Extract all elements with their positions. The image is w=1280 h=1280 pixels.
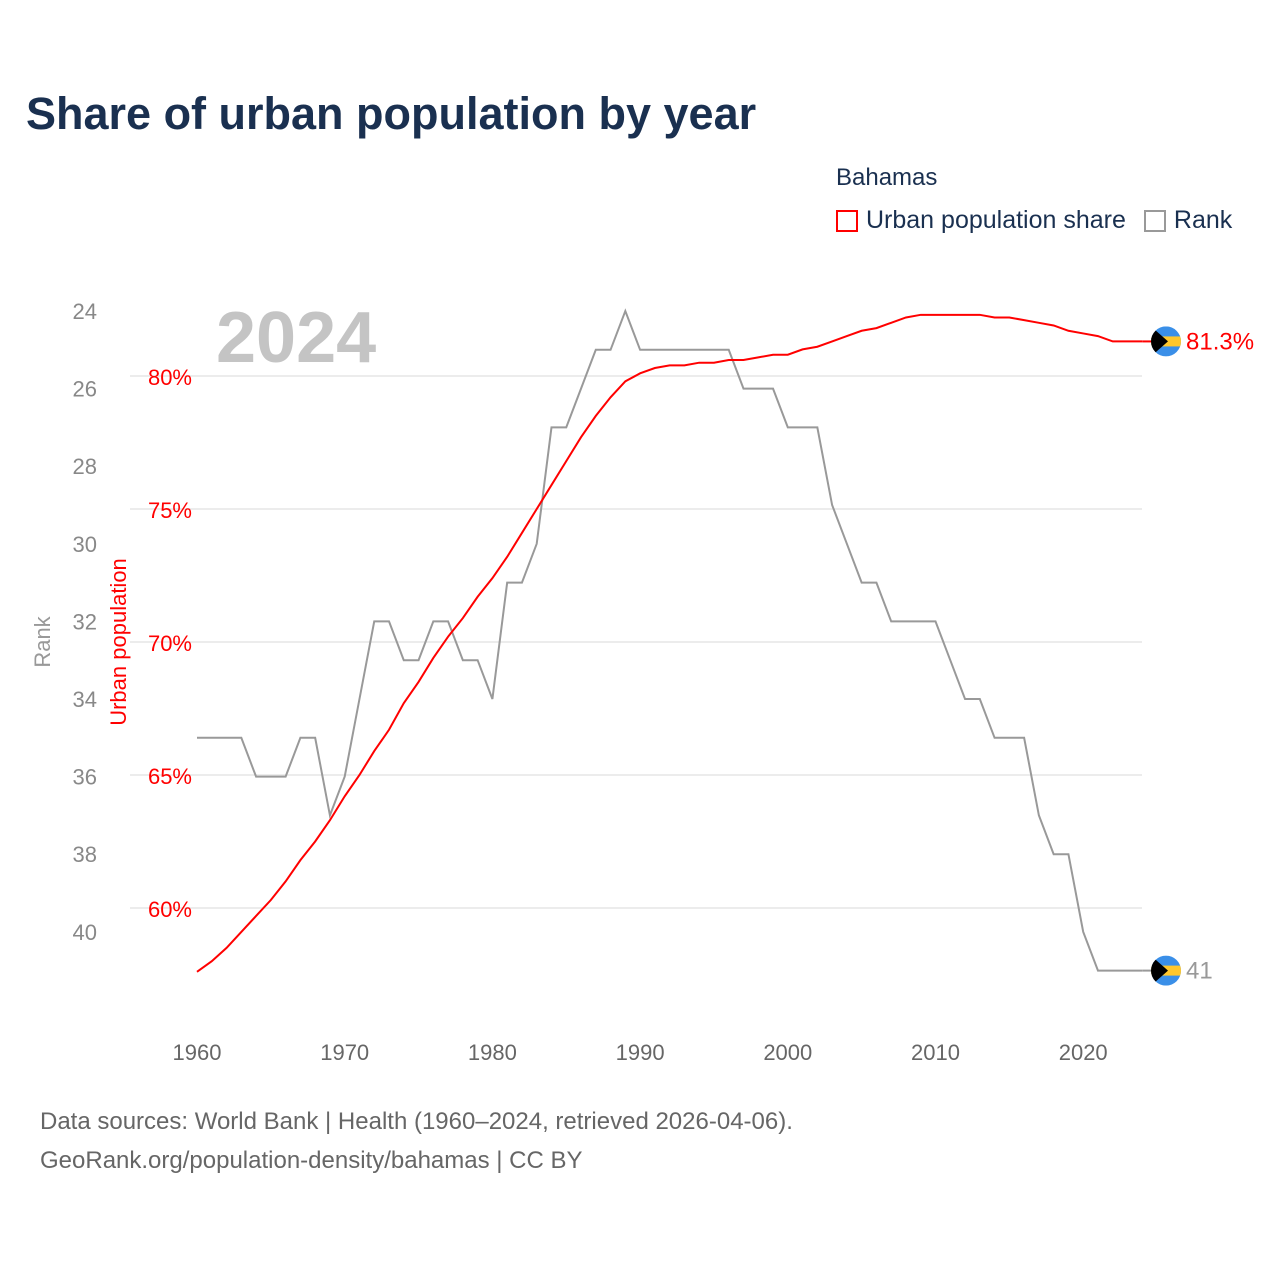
rank-tick-label: 36: [73, 765, 97, 790]
footer-url: GeoRank.org/population-density/bahamas |…: [40, 1147, 583, 1174]
rank-tick-label: 24: [73, 299, 97, 324]
year-watermark: 2024: [216, 298, 376, 378]
bahamas-flag-icon: [1151, 326, 1181, 357]
chart-title: Share of urban population by year: [26, 88, 757, 139]
x-tick-label: 2020: [1059, 1040, 1108, 1065]
legend-label-rank[interactable]: Rank: [1173, 206, 1233, 234]
x-tick-label: 1970: [320, 1040, 369, 1065]
rank-axis-label: Rank: [30, 615, 55, 667]
legend-label-urban[interactable]: Urban population share: [866, 206, 1126, 234]
rank-tick-label: 26: [73, 377, 97, 402]
urban-end-label: 81.3%: [1186, 328, 1254, 355]
x-tick-label: 2000: [763, 1040, 812, 1065]
x-tick-label: 1960: [173, 1040, 222, 1065]
rank-tick-label: 34: [73, 687, 97, 712]
rank-tick-label: 28: [73, 454, 97, 479]
legend: Urban population share Rank: [836, 206, 1232, 235]
footer-source: Data sources: World Bank | Health (1960–…: [40, 1108, 793, 1135]
rank-tick-label: 38: [73, 842, 97, 867]
urban-tick-label: 70%: [148, 631, 192, 656]
rank-tick-label: 30: [73, 532, 97, 557]
legend-swatch-urban: [836, 209, 858, 232]
bahamas-flag-icon: [1151, 955, 1181, 986]
rank-line: [197, 308, 1143, 972]
legend-swatch-rank: [1143, 209, 1166, 232]
urban-axis-label: Urban population: [106, 558, 131, 726]
urban-tick-label: 80%: [148, 365, 192, 390]
x-tick-label: 1980: [468, 1040, 517, 1065]
legend-title: Bahamas: [836, 164, 938, 191]
urban-tick-label: 75%: [148, 498, 192, 523]
x-tick-label: 2010: [911, 1040, 960, 1065]
rank-tick-label: 40: [73, 920, 97, 945]
rank-tick-label: 32: [73, 609, 97, 634]
rank-end-label: 41: [1186, 958, 1213, 985]
urban-line: [196, 313, 1143, 973]
urban-tick-label: 60%: [148, 897, 192, 922]
urban-tick-label: 65%: [148, 764, 192, 789]
x-tick-label: 1990: [616, 1040, 665, 1065]
